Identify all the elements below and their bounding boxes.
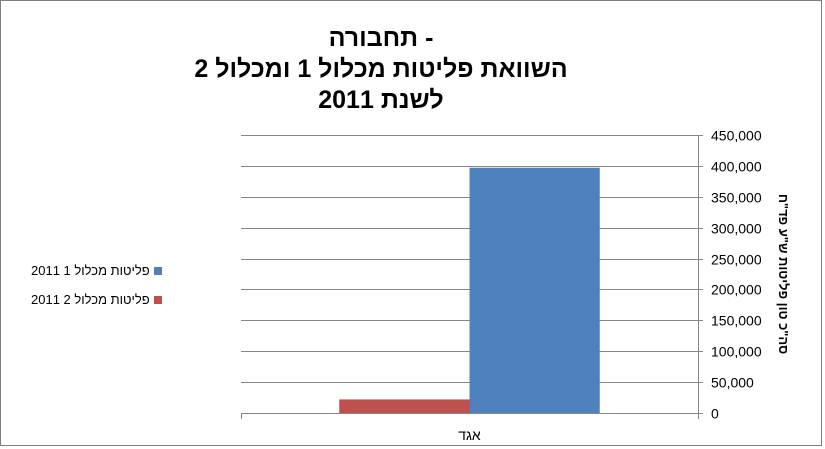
y-tick-label: 150,000 (711, 313, 762, 329)
y-tick-label: 450,000 (711, 128, 762, 144)
y-tick-label: 100,000 (711, 344, 762, 360)
y-tick-label: 50,000 (711, 375, 754, 391)
chart-title: - תחבורה השוואת פליטות מכלול 1 ומכלול 2 … (101, 23, 661, 116)
legend-swatch-series-1 (153, 266, 162, 275)
chart-title-line-1: - תחבורה (328, 24, 434, 52)
legend-label-series-1: פליטות מכלול 1 2011 (31, 263, 150, 278)
y-tick-labels: 0 50,000 100,000 150,000 200,000 250,000 300,0… (711, 128, 762, 422)
bars (339, 167, 600, 413)
x-tick-labels: אגד (458, 427, 481, 443)
legend-swatch-series-2 (153, 295, 162, 304)
y-axis-label: סה"כ טון פליטות ש"ע פד"ח (776, 193, 791, 355)
legend-item-series-1: פליטות מכלול 1 2011 (31, 263, 162, 278)
y-tick-label: 300,000 (711, 221, 762, 237)
bar-series-2 (339, 399, 470, 413)
y-tick-label: 250,000 (711, 252, 762, 268)
axes (241, 135, 703, 419)
y-tick-label: 350,000 (711, 190, 762, 206)
bar-series-1 (469, 167, 600, 413)
x-tick-label: אגד (458, 427, 481, 443)
legend-label-series-2: פליטות מכלול 2 2011 (31, 292, 150, 307)
y-tick-label: 400,000 (711, 159, 762, 175)
legend-item-series-2: פליטות מכלול 2 2011 (31, 292, 162, 307)
chart-title-line-3: לשנת 2011 (318, 86, 444, 114)
y-tick-label: 200,000 (711, 282, 762, 298)
chart-title-line-2: השוואת פליטות מכלול 1 ומכלול 2 (194, 55, 568, 83)
y-tick-label: 0 (711, 406, 719, 422)
